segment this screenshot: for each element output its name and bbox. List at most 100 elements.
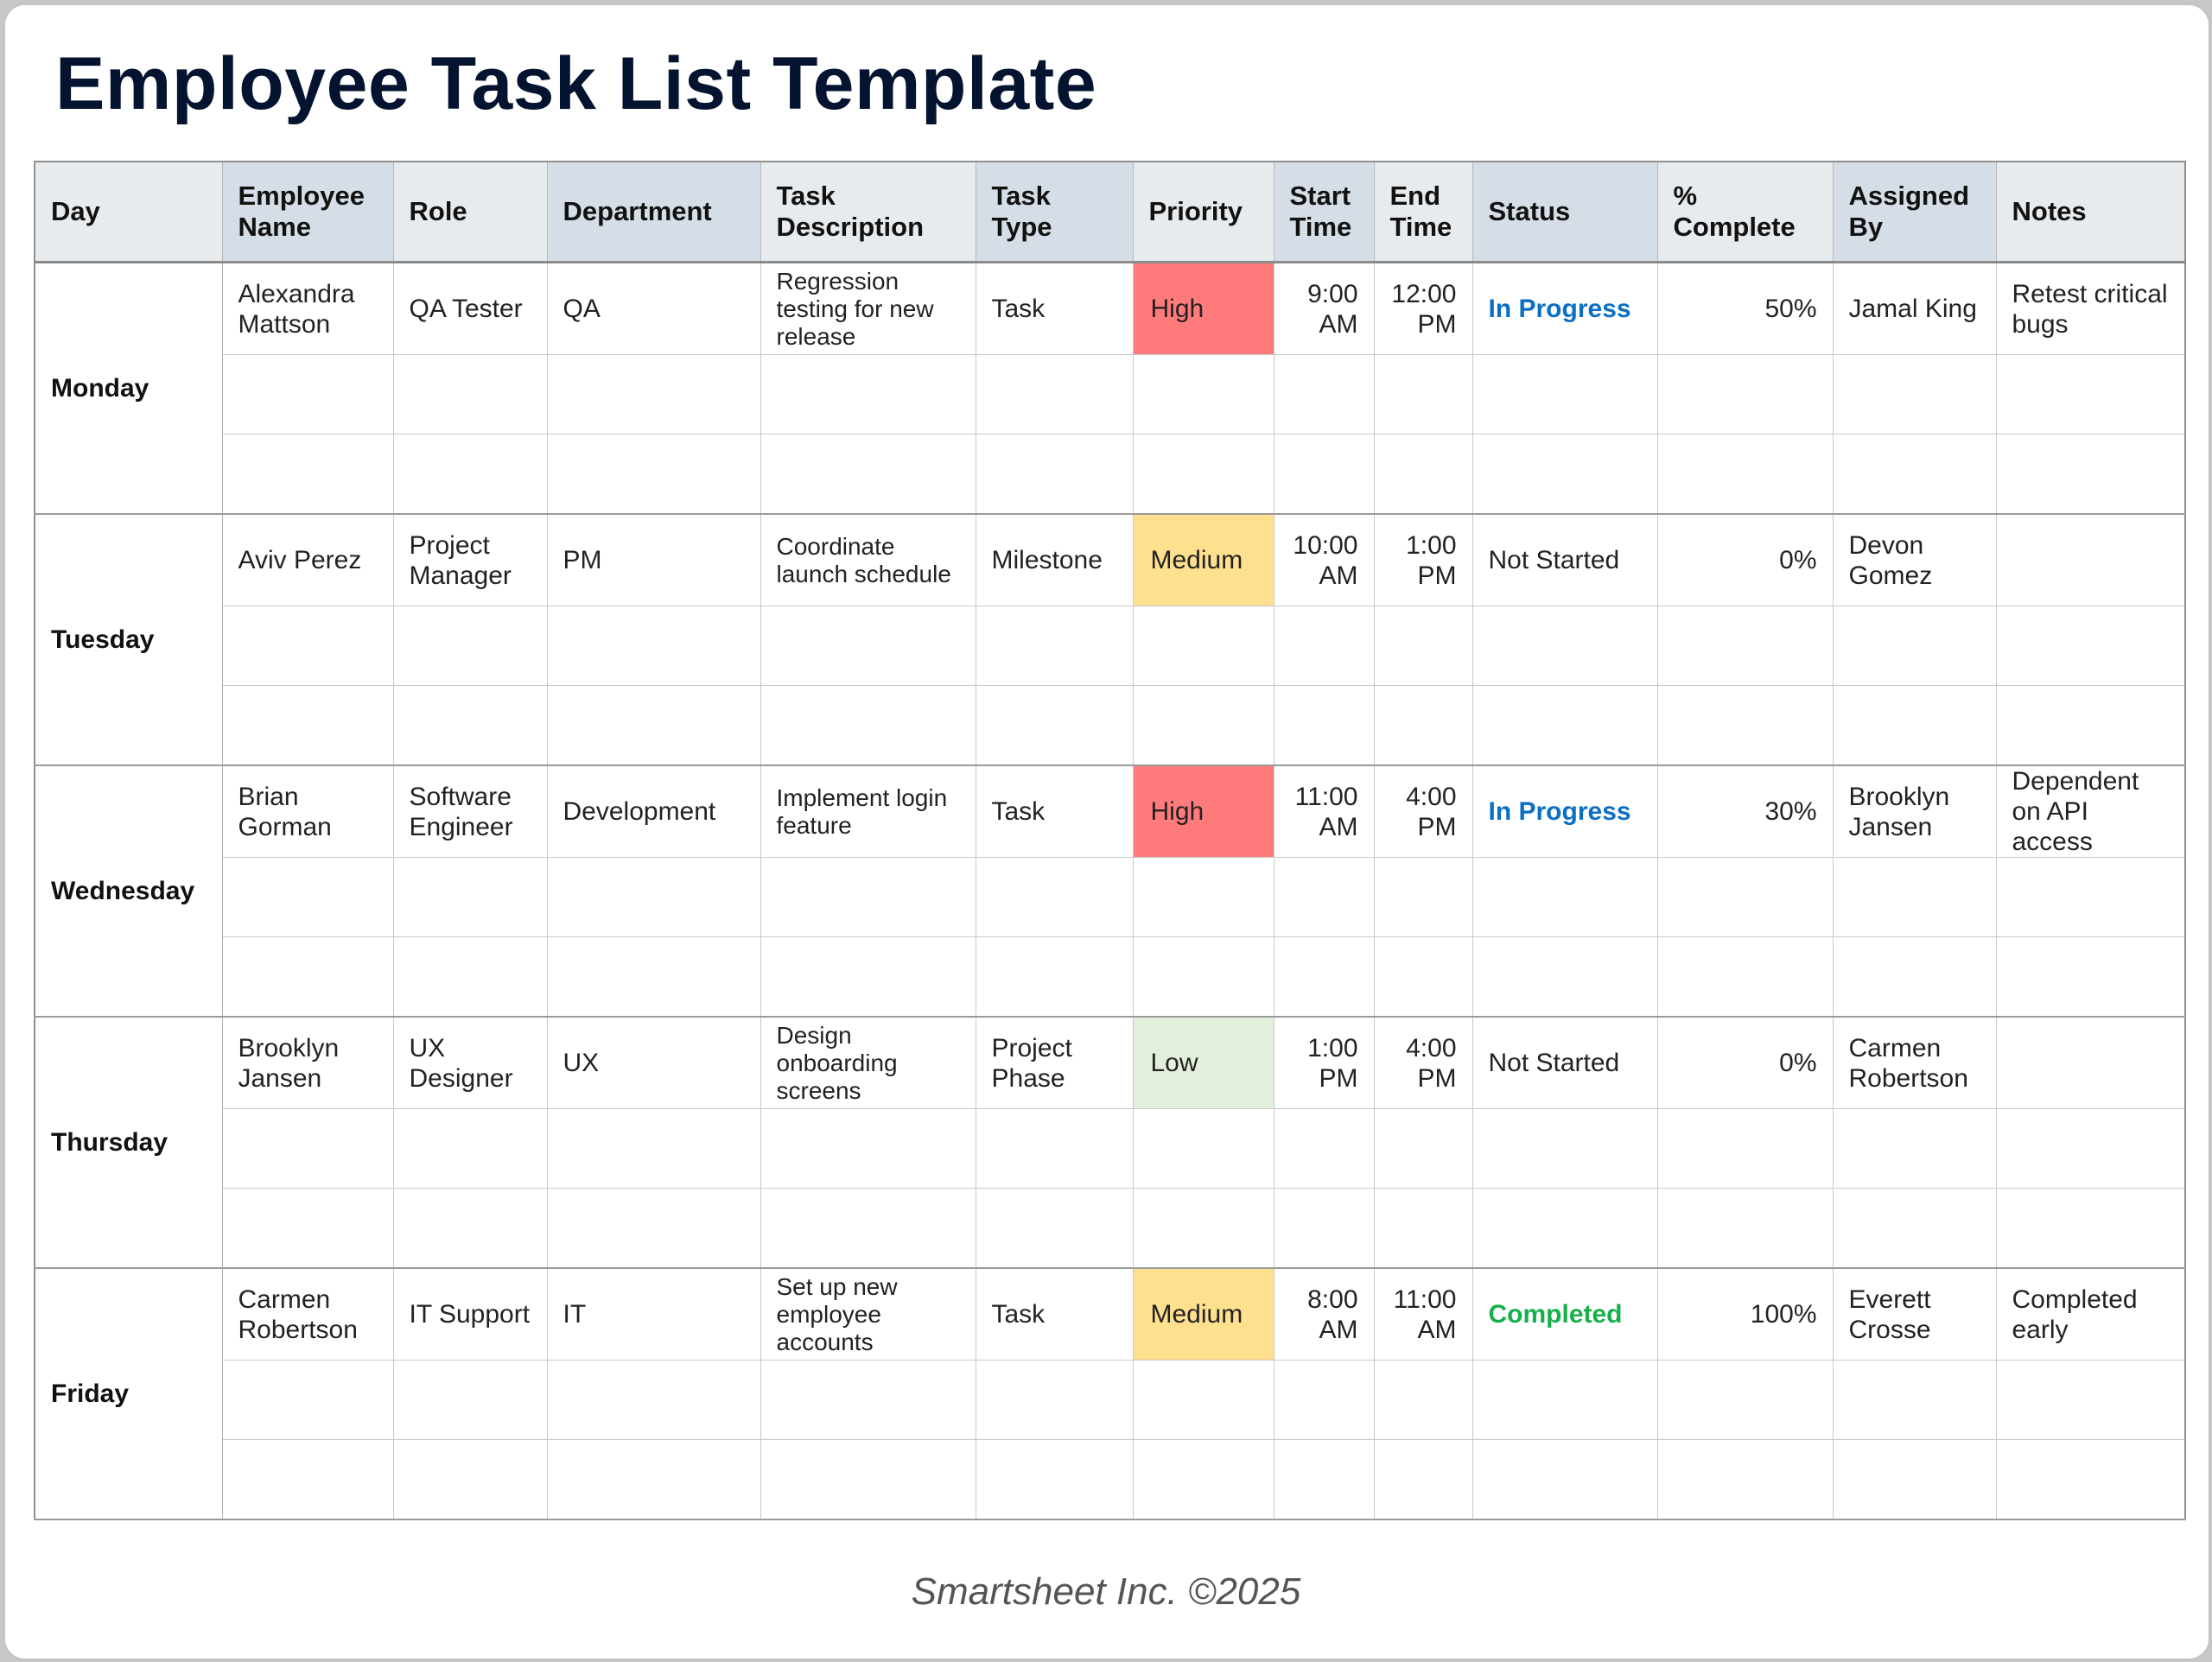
empty-cell[interactable]	[1656, 354, 1834, 435]
empty-cell[interactable]	[1132, 1360, 1274, 1440]
percent-complete-cell[interactable]: 50%	[1656, 262, 1834, 355]
employee-name-cell[interactable]: Alexandra Mattson	[221, 262, 394, 355]
empty-cell[interactable]	[1373, 606, 1473, 686]
empty-cell[interactable]	[1471, 354, 1658, 435]
empty-cell[interactable]	[1995, 434, 2186, 515]
empty-cell[interactable]	[1471, 1439, 1658, 1520]
empty-cell[interactable]	[221, 1108, 394, 1189]
empty-cell[interactable]	[1132, 1188, 1274, 1269]
empty-cell[interactable]	[1471, 434, 1658, 515]
empty-cell[interactable]	[1995, 857, 2186, 937]
empty-cell[interactable]	[546, 936, 761, 1018]
empty-cell[interactable]	[1995, 1360, 2186, 1440]
empty-cell[interactable]	[1471, 1108, 1658, 1189]
start-time-cell[interactable]: 11:00 AM	[1273, 764, 1375, 858]
assigned-by-cell[interactable]: Jamal King	[1832, 262, 1997, 355]
priority-cell[interactable]: Medium	[1132, 1267, 1274, 1361]
empty-cell[interactable]	[221, 1360, 394, 1440]
notes-cell[interactable]	[1995, 513, 2186, 606]
notes-cell[interactable]: Completed early	[1995, 1267, 2186, 1361]
employee-name-cell[interactable]: Brian Gorman	[221, 764, 394, 858]
empty-cell[interactable]	[1373, 1439, 1473, 1520]
notes-cell[interactable]	[1995, 1016, 2186, 1109]
empty-cell[interactable]	[221, 1188, 394, 1269]
department-cell[interactable]: UX	[546, 1016, 761, 1109]
empty-cell[interactable]	[1471, 606, 1658, 686]
empty-cell[interactable]	[392, 857, 548, 937]
empty-cell[interactable]	[760, 857, 976, 937]
empty-cell[interactable]	[1132, 606, 1274, 686]
empty-cell[interactable]	[1273, 685, 1375, 766]
empty-cell[interactable]	[392, 1188, 548, 1269]
empty-cell[interactable]	[1656, 857, 1834, 937]
task-type-cell[interactable]: Task	[975, 1267, 1134, 1361]
empty-cell[interactable]	[221, 606, 394, 686]
empty-cell[interactable]	[546, 1108, 761, 1189]
empty-cell[interactable]	[1373, 354, 1473, 435]
empty-cell[interactable]	[975, 606, 1134, 686]
empty-cell[interactable]	[760, 1108, 976, 1189]
empty-cell[interactable]	[1132, 354, 1274, 435]
end-time-cell[interactable]: 4:00 PM	[1373, 764, 1473, 858]
empty-cell[interactable]	[392, 1108, 548, 1189]
empty-cell[interactable]	[1273, 857, 1375, 937]
empty-cell[interactable]	[392, 1360, 548, 1440]
task-description-cell[interactable]: Design onboarding screens	[760, 1016, 976, 1109]
end-time-cell[interactable]: 4:00 PM	[1373, 1016, 1473, 1109]
task-description-cell[interactable]: Regression testing for new release	[760, 262, 976, 355]
empty-cell[interactable]	[760, 685, 976, 766]
department-cell[interactable]: PM	[546, 513, 761, 606]
empty-cell[interactable]	[1995, 936, 2186, 1018]
empty-cell[interactable]	[1656, 936, 1834, 1018]
empty-cell[interactable]	[760, 1439, 976, 1520]
empty-cell[interactable]	[1273, 1360, 1375, 1440]
assigned-by-cell[interactable]: Brooklyn Jansen	[1832, 764, 1997, 858]
empty-cell[interactable]	[221, 857, 394, 937]
empty-cell[interactable]	[760, 1360, 976, 1440]
empty-cell[interactable]	[760, 1188, 976, 1269]
empty-cell[interactable]	[760, 606, 976, 686]
status-cell[interactable]: In Progress	[1471, 262, 1658, 355]
notes-cell[interactable]: Dependent on API access	[1995, 764, 2186, 858]
empty-cell[interactable]	[546, 1188, 761, 1269]
empty-cell[interactable]	[392, 1439, 548, 1520]
empty-cell[interactable]	[1273, 1439, 1375, 1520]
empty-cell[interactable]	[1995, 1439, 2186, 1520]
empty-cell[interactable]	[546, 857, 761, 937]
empty-cell[interactable]	[1471, 1188, 1658, 1269]
task-description-cell[interactable]: Set up new employee accounts	[760, 1267, 976, 1361]
empty-cell[interactable]	[1373, 1188, 1473, 1269]
department-cell[interactable]: Development	[546, 764, 761, 858]
empty-cell[interactable]	[1995, 1108, 2186, 1189]
assigned-by-cell[interactable]: Everett Crosse	[1832, 1267, 1997, 1361]
empty-cell[interactable]	[1995, 1188, 2186, 1269]
priority-cell[interactable]: Medium	[1132, 513, 1274, 606]
role-cell[interactable]: IT Support	[392, 1267, 548, 1361]
empty-cell[interactable]	[1471, 936, 1658, 1018]
empty-cell[interactable]	[1132, 1439, 1274, 1520]
empty-cell[interactable]	[1656, 1108, 1834, 1189]
empty-cell[interactable]	[975, 1108, 1134, 1189]
employee-name-cell[interactable]: Aviv Perez	[221, 513, 394, 606]
empty-cell[interactable]	[546, 685, 761, 766]
empty-cell[interactable]	[975, 857, 1134, 937]
empty-cell[interactable]	[392, 434, 548, 515]
empty-cell[interactable]	[1273, 1188, 1375, 1269]
empty-cell[interactable]	[1373, 434, 1473, 515]
empty-cell[interactable]	[1656, 606, 1834, 686]
empty-cell[interactable]	[1373, 685, 1473, 766]
percent-complete-cell[interactable]: 30%	[1656, 764, 1834, 858]
task-type-cell[interactable]: Project Phase	[975, 1016, 1134, 1109]
empty-cell[interactable]	[1832, 857, 1997, 937]
empty-cell[interactable]	[221, 434, 394, 515]
start-time-cell[interactable]: 8:00 AM	[1273, 1267, 1375, 1361]
empty-cell[interactable]	[1656, 1360, 1834, 1440]
empty-cell[interactable]	[1832, 1439, 1997, 1520]
status-cell[interactable]: Not Started	[1471, 513, 1658, 606]
empty-cell[interactable]	[1471, 857, 1658, 937]
employee-name-cell[interactable]: Carmen Robertson	[221, 1267, 394, 1361]
empty-cell[interactable]	[392, 936, 548, 1018]
empty-cell[interactable]	[546, 606, 761, 686]
empty-cell[interactable]	[1273, 606, 1375, 686]
empty-cell[interactable]	[1832, 1360, 1997, 1440]
